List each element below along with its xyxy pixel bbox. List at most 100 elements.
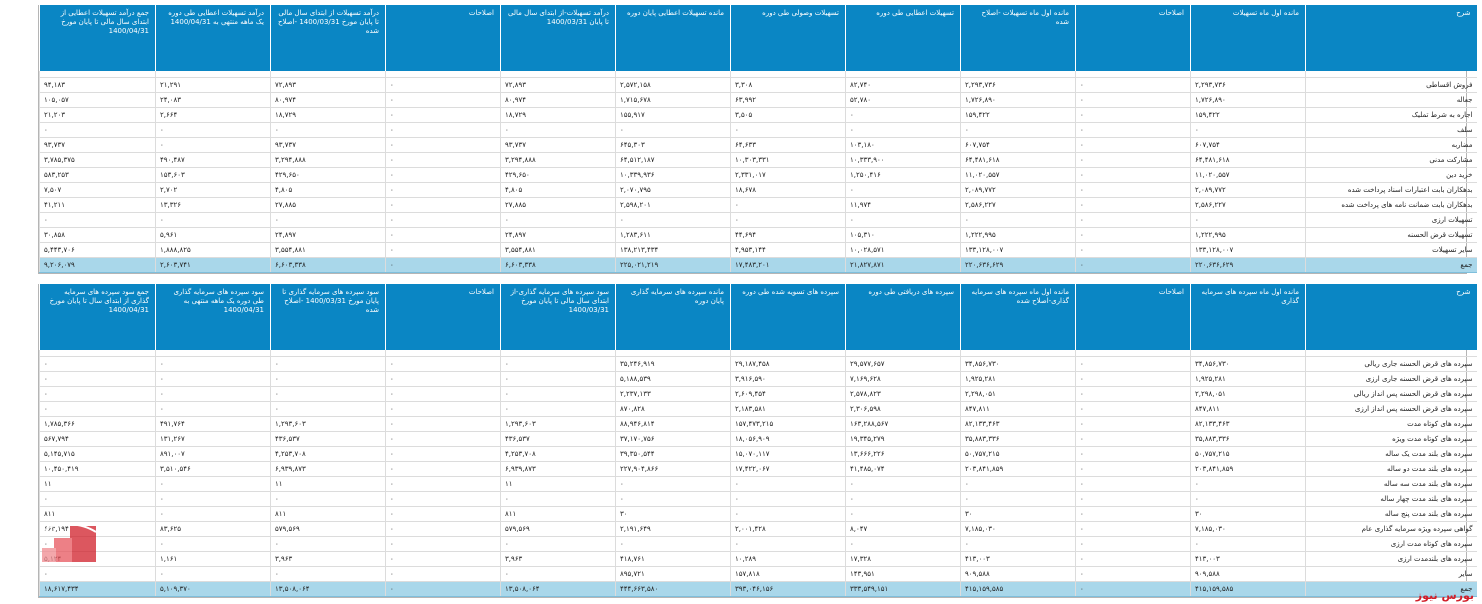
table-row: سپرده های کوتاه مدت ارزی ۰ ۰ ۰ ۰ ۰ ۰ ۰ ۰ ۰ ۰ ۰: [39, 536, 1477, 552]
deposits-cell: ۴۱۳,۰۰۳: [960, 551, 1076, 567]
loans-cell: ۱۰۵,۳۱۰: [845, 227, 961, 243]
loans-cell: ۲۴,۸۹۷: [500, 227, 616, 243]
loans-header-col-6: مانده تسهیلات اعطایی پایان دوره: [615, 5, 731, 71]
deposits-cell: ۱۳,۶۶۶,۲۲۶: [845, 446, 961, 462]
loans-cell: ۰: [960, 122, 1076, 138]
deposits-cell: ۲,۱۸۳,۵۸۱: [730, 401, 846, 417]
deposits-cell: ۰: [155, 386, 271, 402]
deposits-cell: ۰: [1075, 416, 1191, 432]
deposits-cell: ۲,۶۰۹,۴۵۴: [730, 386, 846, 402]
loans-cell: ۱۱,۹۷۴: [845, 197, 961, 213]
deposits-cell: ۰: [155, 356, 271, 372]
deposits-cell: ۰: [385, 371, 501, 387]
loans-cell: ۱,۲۲۲,۹۹۵: [1190, 227, 1306, 243]
deposits-cell: ۰: [845, 491, 961, 507]
deposits-cell: ۸۴۷,۸۱۱: [960, 401, 1076, 417]
loans-cell: ۰: [615, 122, 731, 138]
loans-cell: ۱۰۳,۱۸۰: [845, 137, 961, 153]
loans-cell: ۶۴,۴۸۱,۶۱۸: [960, 152, 1076, 168]
deposits-total-cell: ۰: [1075, 581, 1191, 597]
deposits-cell: ۰: [1075, 551, 1191, 567]
deposits-cell: ۴۳۶,۵۳۷: [500, 431, 616, 447]
deposits-cell: ۰: [1075, 476, 1191, 492]
deposits-cell: ۰: [385, 386, 501, 402]
boursenews-logo-icon: [42, 523, 97, 562]
deposits-cell: ۳,۹۱۶,۵۹۰: [730, 371, 846, 387]
loans-cell: ۳,۵۰۵: [730, 107, 846, 123]
deposits-cell: ۲,۰۰۱,۴۲۸: [730, 521, 846, 537]
loans-header-col-5: تسهیلات وصولی طی دوره: [730, 5, 846, 71]
loans-header-col-10: درآمد تسهیلات اعطایی طی دوره یک ماهه منت…: [155, 5, 271, 71]
loans-cell: ۰: [1075, 122, 1191, 138]
deposits-cell: ۰: [1075, 371, 1191, 387]
loans-cell: ۲,۶۶۴: [155, 107, 271, 123]
deposits-cell: ۴,۲۵۳,۷۰۸: [270, 446, 386, 462]
loans-cell: ۸۲,۷۴۰: [845, 77, 961, 93]
deposits-cell: ۰: [39, 356, 156, 372]
loans-cell: ۷,۵۰۷: [39, 182, 156, 198]
loans-cell: ۲,۵۷۲,۱۵۸: [615, 77, 731, 93]
deposits-cell: ۰: [730, 476, 846, 492]
deposits-cell: ۴۱۸,۷۶۱: [615, 551, 731, 567]
loans-cell: ۰: [1075, 197, 1191, 213]
deposits-row-label: گواهی سپرده ویژه سرمایه گذاری عام: [1305, 521, 1477, 537]
loans-total-cell: ۱۷,۴۸۳,۲۰۱: [730, 257, 846, 273]
loans-cell: ۰: [615, 212, 731, 228]
deposits-cell: ۱,۲۹۳,۶۰۳: [500, 416, 616, 432]
deposits-total-cell: ۴۱۵,۱۵۹,۵۸۵: [960, 581, 1076, 597]
deposits-total-cell: ۰: [385, 581, 501, 597]
deposits-cell: ۱۱: [39, 476, 156, 492]
deposits-cell: ۰: [1075, 566, 1191, 582]
loans-cell: ۰: [385, 242, 501, 258]
deposits-table-header: شرح مانده اول ماه سپرده های سرمایه گذاری ا…: [39, 284, 1477, 350]
loans-cell: ۲,۷۰۲: [155, 182, 271, 198]
loans-cell: ۰: [39, 212, 156, 228]
table-row: سپرده های بلندمدت ارزی ۴۱۳,۰۰۳ ۰ ۴۱۳,۰۰۳ ۱۷,…: [39, 551, 1477, 567]
loans-cell: ۳,۲۹۴,۸۸۸: [270, 152, 386, 168]
deposits-cell: ۱۵۷,۸۱۸: [730, 566, 846, 582]
deposits-cell: ۰: [500, 386, 616, 402]
deposits-cell: ۴۳۶,۵۳۷: [270, 431, 386, 447]
deposits-header-col-0: شرح: [1305, 284, 1477, 350]
deposits-cell: ۰: [845, 536, 961, 552]
loans-cell: ۵,۹۶۱: [155, 227, 271, 243]
deposits-cell: ۰: [730, 536, 846, 552]
deposits-cell: ۱۳۱,۲۶۷: [155, 431, 271, 447]
deposits-row-label: سپرده های قرض الحسنه پس انداز ارزی: [1305, 401, 1477, 417]
loans-row-label: فروش اقساطی: [1305, 77, 1477, 93]
table-row: سپرده های قرض الحسنه پس انداز ارزی ۸۴۷,۸۱…: [39, 401, 1477, 417]
loans-cell: ۲,۰۷۰,۷۹۵: [615, 182, 731, 198]
deposits-cell: ۱۱: [500, 476, 616, 492]
table-row: سپرده های بلند مدت دو ساله ۲۰۳,۸۴۱,۸۵۹ ۰ ۲۰…: [39, 461, 1477, 477]
loans-cell: ۰: [960, 212, 1076, 228]
loans-total-cell: ۶,۶۰۳,۳۳۸: [270, 257, 386, 273]
deposits-total-cell: ۴۱۵,۱۵۹,۵۸۵: [1190, 581, 1306, 597]
deposits-cell: ۸۱۱: [500, 506, 616, 522]
table-row: بدهکاران بابت ضمانت نامه های پرداخت شده ۲…: [39, 197, 1477, 213]
loans-cell: ۲۴,۰۸۳: [155, 92, 271, 108]
deposits-cell: ۵۰,۷۵۷,۲۱۵: [1190, 446, 1306, 462]
loans-cell: ۱۰,۳۳۳,۹۰۰: [845, 152, 961, 168]
deposits-cell: ۰: [39, 386, 156, 402]
deposits-cell: ۰: [960, 476, 1076, 492]
loans-total-cell: ۲,۶۰۳,۷۴۱: [155, 257, 271, 273]
table-row: مشارکت مدنی ۶۴,۴۸۱,۶۱۸ ۰ ۶۴,۴۸۱,۶۱۸ ۱۰,۳۳۳,۹…: [39, 152, 1477, 168]
deposits-cell: ۹۰۹,۵۸۸: [1190, 566, 1306, 582]
deposits-cell: ۸۱۱: [39, 506, 156, 522]
loans-cell: ۱,۷۲۶,۸۹۰: [960, 92, 1076, 108]
deposits-cell: ۰: [39, 491, 156, 507]
loans-header-col-4: تسهیلات اعطایی طی دوره: [845, 5, 961, 71]
loans-total-cell: ۲۲۰,۶۳۶,۶۲۹: [960, 257, 1076, 273]
deposits-cell: ۶,۹۳۹,۸۷۳: [500, 461, 616, 477]
loans-cell: ۲۱,۲۹۱: [155, 77, 271, 93]
loans-cell: ۱۱,۰۲۰,۵۵۷: [1190, 167, 1306, 183]
loans-cell: ۲,۵۸۶,۲۲۷: [960, 197, 1076, 213]
deposits-cell: ۰: [155, 536, 271, 552]
loans-cell: ۰: [1075, 227, 1191, 243]
deposits-cell: ۲۰۳,۸۴۱,۸۵۹: [960, 461, 1076, 477]
table-row: سپرده های بلند مدت سه ساله ۰ ۰ ۰ ۰ ۰ ۰ ۱۱ ۰ ۱۱ ۰ ۱۱: [39, 476, 1477, 492]
table-row: سایر ۹۰۹,۵۸۸ ۰ ۹۰۹,۵۸۸ ۱۴۳,۹۵۱ ۱۵۷,۸۱۸ ۸۹۵,۷۲۱…: [39, 566, 1477, 582]
loans-cell: ۲,۳۳۱,۰۱۷: [730, 167, 846, 183]
loans-cell: ۰: [1075, 107, 1191, 123]
deposits-cell: ۰: [1075, 491, 1191, 507]
